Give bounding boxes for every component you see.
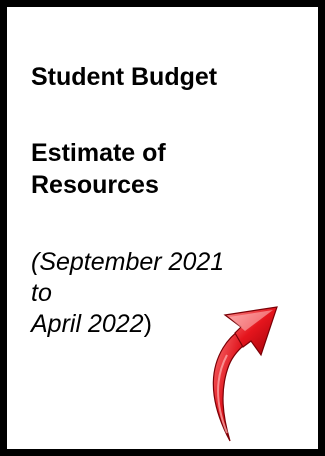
subtitle-line-2: Resources xyxy=(31,171,159,199)
document-title: Student Budget xyxy=(31,63,218,91)
curved-arrow-icon xyxy=(212,306,278,442)
period-close-paren: ) xyxy=(143,310,152,338)
period-end-date: April 2022 xyxy=(31,310,144,338)
period-line-2: to xyxy=(31,279,52,307)
period-line-1: (September 2021 xyxy=(31,248,225,276)
subtitle-line-1: Estimate of xyxy=(31,139,166,167)
period-line-3: April 2022) xyxy=(31,309,152,340)
